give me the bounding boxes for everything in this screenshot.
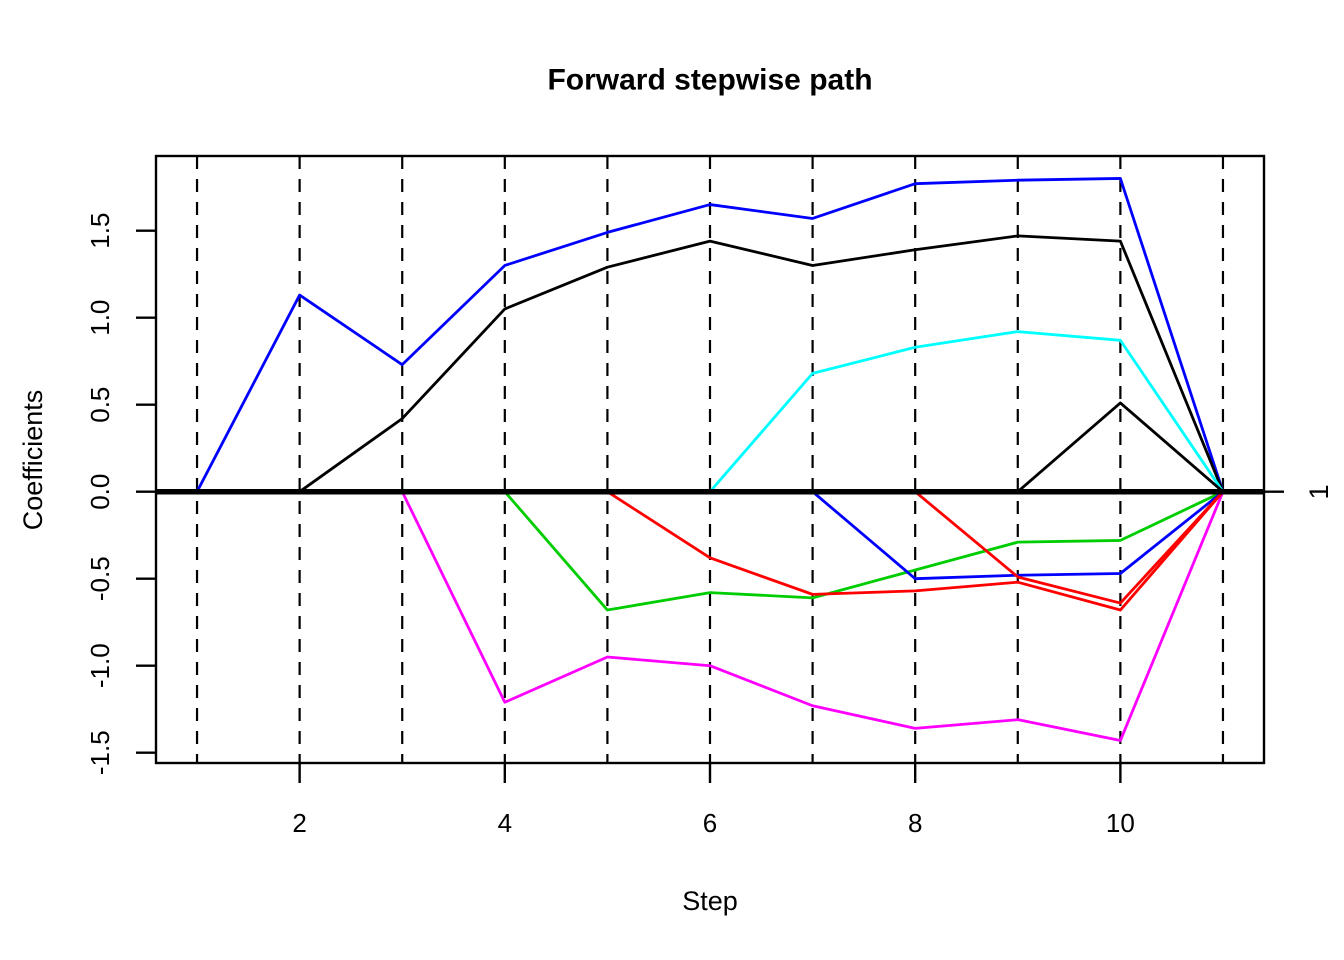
x-tick-label-6: 6 xyxy=(703,808,717,838)
right-axis-label: 1 xyxy=(1304,484,1334,499)
grid-layer xyxy=(195,156,1225,763)
x-tick-label-4: 4 xyxy=(498,808,512,838)
series-path-coef-black-1 xyxy=(298,234,1225,494)
x-tick-label-8: 8 xyxy=(908,808,922,838)
series-path-coef-magenta-1 xyxy=(400,490,1225,742)
x-tick-label-10: 10 xyxy=(1106,808,1135,838)
y-tick-label--0.5: -0.5 xyxy=(85,556,115,601)
series-path-coef-cyan-1 xyxy=(708,330,1225,494)
y-tick-label-0.5: 0.5 xyxy=(85,387,115,423)
y-tick-label-0.0: 0.0 xyxy=(85,474,115,510)
y-tick-label--1.5: -1.5 xyxy=(85,730,115,775)
series-path-coef-red-2 xyxy=(913,490,1225,605)
series-path-coef-red-1 xyxy=(606,490,1225,612)
tick-layer: 2 4 6 8 10 -1.5 -1.0 -0.5 0.0 0.5 1.0 1.5 xyxy=(85,213,1284,838)
y-tick-label-1.5: 1.5 xyxy=(85,213,115,249)
series-path-coef-blue-1 xyxy=(195,177,1225,494)
x-axis-label: Step xyxy=(682,886,738,916)
x-tick-label-2: 2 xyxy=(292,808,306,838)
chart-title: Forward stepwise path xyxy=(547,64,872,97)
series-path-coef-green-1 xyxy=(503,490,1225,612)
y-tick-label-1.0: 1.0 xyxy=(85,300,115,336)
series-layer xyxy=(195,177,1225,742)
series-path-coef-black-2 xyxy=(1016,401,1225,494)
y-axis-label: Coefficients xyxy=(18,390,48,531)
y-tick-label--1.0: -1.0 xyxy=(85,643,115,688)
